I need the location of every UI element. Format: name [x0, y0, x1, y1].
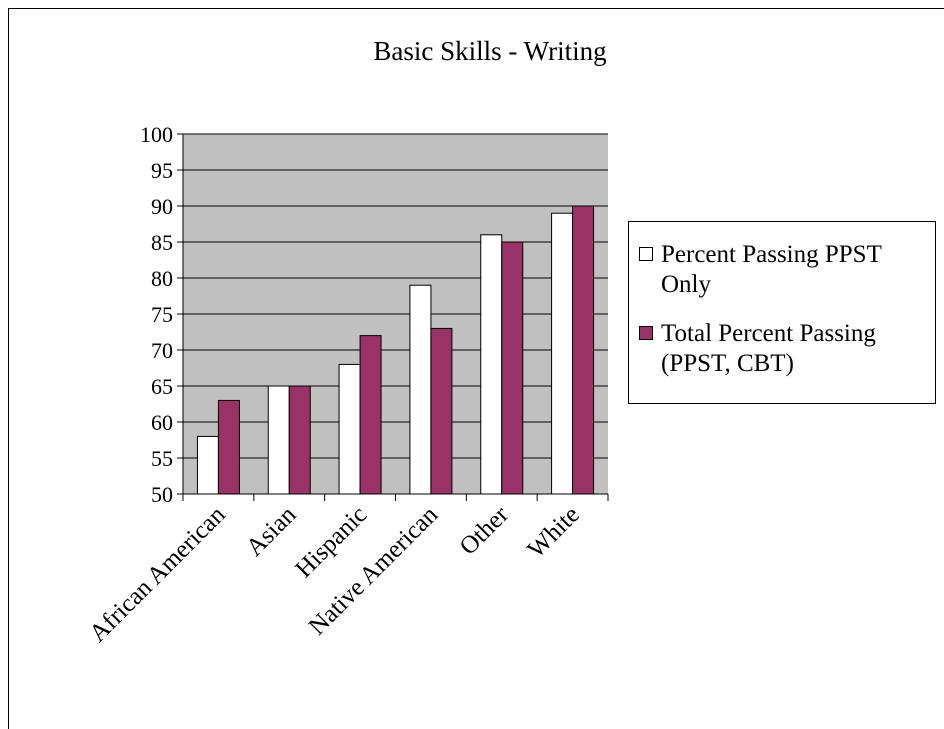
bars [196, 205, 595, 495]
x-tick-label: Other [455, 501, 515, 561]
x-tick-label: African American [84, 501, 231, 648]
y-tick-label: 95 [151, 158, 173, 183]
x-tick-label: Asian [241, 501, 302, 562]
y-tick-label: 75 [151, 302, 173, 327]
y-tick-label: 50 [151, 482, 173, 507]
y-tick-label: 70 [151, 338, 173, 363]
bar-ppst-only [409, 284, 432, 495]
x-tick-label: Native American [304, 501, 444, 641]
y-tick-label: 60 [151, 410, 173, 435]
bar-total-passing [430, 327, 453, 495]
legend-label-ppst-only: Percent Passing PPST Only [661, 241, 882, 298]
bar-total-passing [288, 385, 311, 495]
legend: Percent Passing PPST Only Total Percent … [628, 221, 936, 404]
y-tick-label: 90 [151, 194, 173, 219]
bar-ppst-only [480, 234, 503, 495]
y-tick-label: 65 [151, 374, 173, 399]
y-axis-ticks: 50 55 60 65 70 75 80 85 90 95 100 [140, 122, 183, 507]
bar-ppst-only [267, 385, 290, 495]
y-tick-label: 55 [151, 446, 173, 471]
bar-ppst-only [551, 212, 574, 495]
x-tick-label: White [523, 501, 585, 563]
bar-total-passing [501, 241, 524, 495]
chart-title: Basic Skills - Writing [373, 36, 606, 66]
bar-ppst-only [338, 363, 361, 495]
legend-label-total-passing: Total Percent Passing (PPST, CBT) [661, 320, 876, 377]
bar-total-passing [359, 335, 382, 495]
bar-ppst-only [196, 435, 219, 495]
bar-total-passing [217, 399, 240, 495]
y-tick-label: 85 [151, 230, 173, 255]
bar-total-passing [572, 205, 595, 495]
legend-swatch-total-passing [639, 326, 653, 340]
y-tick-label: 80 [151, 266, 173, 291]
gridlines [183, 133, 608, 459]
legend-swatch-ppst-only [639, 247, 653, 261]
y-tick-label: 100 [140, 122, 173, 147]
